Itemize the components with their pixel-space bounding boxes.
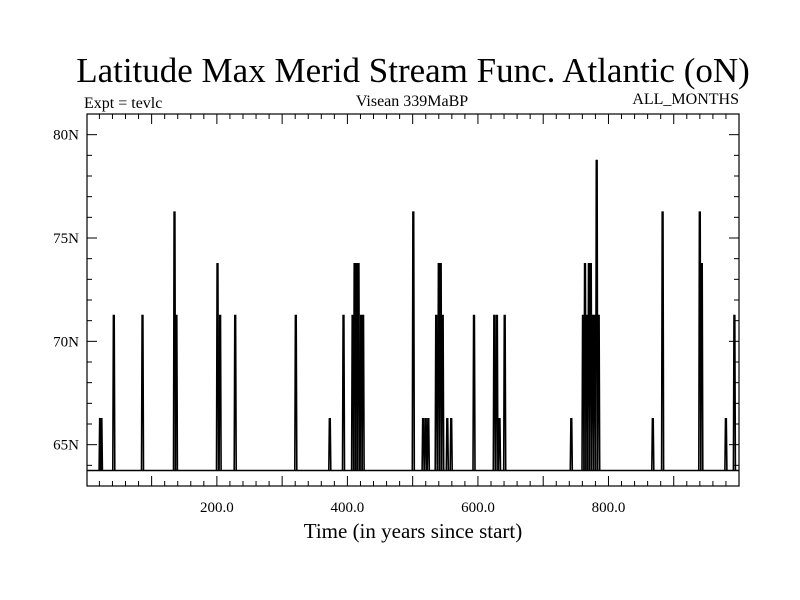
x-tick-label: 600.0 — [461, 500, 495, 516]
series-spike — [421, 417, 425, 471]
months-label: ALL_MONTHS — [632, 91, 739, 108]
series-spike — [569, 417, 574, 471]
series-spike — [724, 417, 728, 471]
series-spike — [651, 417, 655, 471]
series-spike — [218, 314, 222, 471]
series-spike — [492, 314, 497, 471]
chart-title: Latitude Max Merid Stream Func. Atlantic… — [76, 51, 750, 90]
series-spike — [434, 314, 439, 471]
series-spike — [445, 417, 450, 471]
series-spike — [497, 417, 502, 471]
x-axis: 200.0 400.0 600.0 800.0 — [98, 114, 727, 516]
series-spike — [472, 314, 476, 471]
series-spike — [233, 314, 237, 471]
series-spike — [356, 262, 361, 471]
series-spike — [596, 314, 601, 471]
series-spike — [449, 417, 453, 471]
series-spike — [699, 262, 704, 471]
series-spike — [328, 417, 332, 471]
y-tick-label: 70N — [53, 334, 79, 350]
data-series — [87, 159, 739, 472]
period-label: Visean 339MaBP — [356, 93, 468, 110]
series-spike — [293, 314, 298, 471]
series-spike — [426, 417, 431, 471]
series-spike — [112, 314, 116, 471]
y-tick-label: 75N — [53, 231, 79, 247]
x-tick-label: 200.0 — [200, 500, 234, 516]
y-tick-label: 80N — [53, 128, 79, 144]
series-spike — [495, 314, 499, 471]
series-spike — [361, 314, 365, 471]
series-spike — [594, 159, 599, 471]
series-spike — [99, 417, 104, 471]
x-tick-label: 400.0 — [331, 500, 365, 516]
series-spike — [411, 211, 416, 471]
series-spike — [215, 262, 220, 471]
series-spike — [423, 417, 428, 471]
experiment-label: Expt = tevlc — [84, 95, 162, 112]
series-spike — [174, 314, 179, 471]
series-spike — [660, 211, 665, 471]
series-spike — [502, 314, 507, 471]
series-spike — [440, 314, 445, 471]
y-tick-label: 65N — [53, 438, 79, 454]
series-spike — [341, 314, 346, 471]
x-tick-label: 800.0 — [592, 500, 626, 516]
y-axis: 65N 70N 75N 80N — [53, 113, 739, 487]
x-axis-label: Time (in years since start) — [304, 519, 523, 543]
series-spike — [732, 314, 737, 471]
series-spike — [140, 314, 145, 471]
